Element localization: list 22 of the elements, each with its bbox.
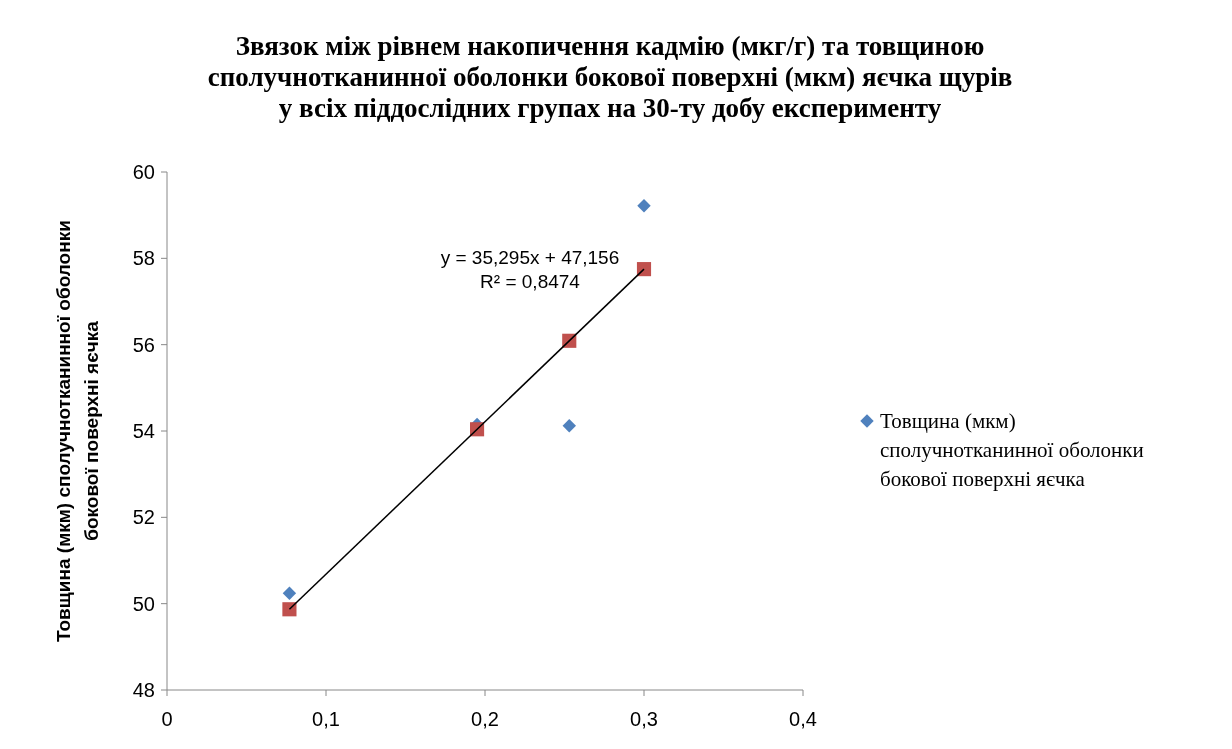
x-tick-label: 0,3 [630, 708, 658, 730]
y-tick-label: 54 [132, 420, 155, 442]
y-axis-title: Товщина (мкм) сполучнотканинної оболонки бокової поверхні яєчка [53, 220, 102, 642]
point [282, 586, 297, 601]
y-tick-label: 60 [132, 161, 155, 183]
y-tick-label: 58 [132, 247, 155, 270]
x-tick-label: 0,4 [789, 708, 817, 730]
legend-label: Товщина (мкм) сполучнотканинної оболонки бокової поверхні яєчка [880, 409, 1144, 491]
x-tick-label: 0,2 [471, 708, 499, 730]
x-tick-label: 0,1 [312, 708, 340, 730]
point [636, 262, 652, 277]
annotation: y = 35,295x + 47,156 [440, 247, 620, 268]
y-tick-label: 52 [132, 506, 155, 529]
point [282, 602, 297, 617]
x-tick-label: 0 [161, 708, 173, 730]
chart-title: Звязок між рівнем накопичення кадмію (мкг/г) та товщиною сполучнотканинної оболонки бокової поверхні (мкм) яєчка щурів у всіх піддослідних групах на 30-ту добу експерименту [207, 31, 1013, 123]
y-tick-label: 48 [132, 679, 155, 701]
y-tick-label: 50 [132, 592, 155, 615]
point [637, 198, 651, 213]
annotation: R² = 0,8474 [480, 271, 581, 292]
y-tick-label: 56 [132, 333, 155, 356]
point [562, 419, 576, 433]
